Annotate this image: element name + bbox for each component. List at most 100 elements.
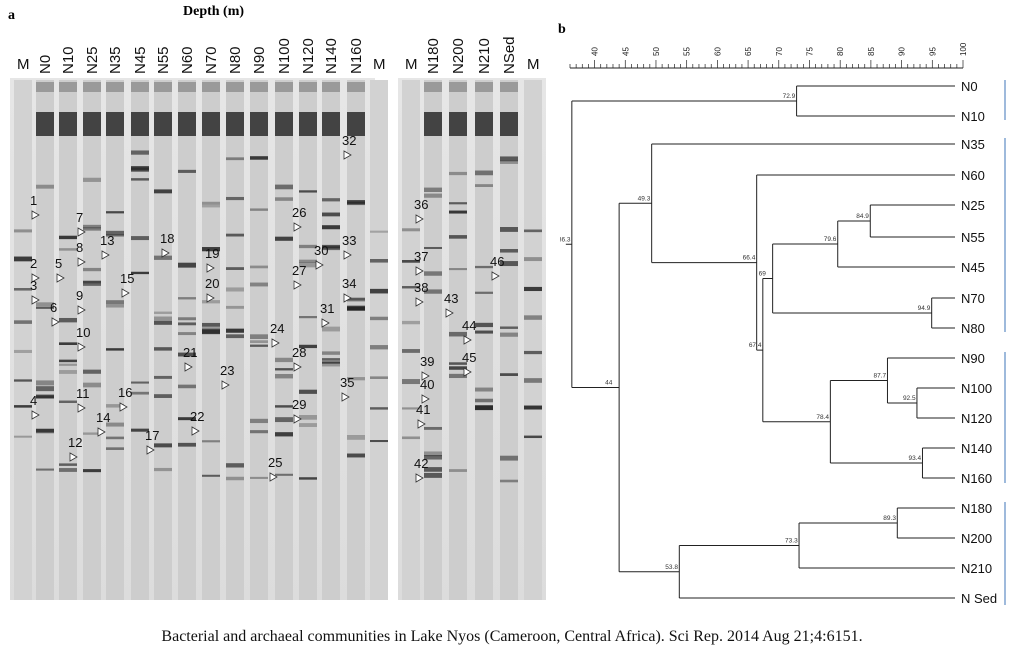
top-smear-band: [250, 112, 268, 136]
leaf-label-n35: N35: [961, 137, 985, 152]
lane-label-n140-l13: N140: [323, 38, 340, 74]
dna-band: [424, 451, 442, 457]
band-marker-23: 23: [220, 363, 234, 390]
dna-band: [36, 380, 54, 386]
dna-band: [475, 330, 493, 334]
dna-band: [370, 440, 388, 443]
gel-lane-n80: [226, 80, 244, 600]
band-marker-number: 24: [270, 321, 284, 336]
dna-band: [275, 373, 293, 379]
band-marker-number: 3: [30, 278, 37, 293]
well-band: [59, 82, 77, 92]
lane-body: [14, 80, 32, 600]
leaf-label-n80: N80: [961, 321, 985, 336]
gel-lane-n140: [322, 80, 340, 600]
dna-band: [322, 361, 340, 364]
dna-band: [500, 479, 518, 483]
node-similarity-value: 66.4: [743, 255, 756, 262]
band-marker-triangle: [97, 427, 106, 437]
node-similarity-value: 44: [605, 380, 613, 387]
band-marker-number: 42: [414, 456, 428, 471]
lane-body: [402, 80, 420, 600]
lane-label-n60-l7: N60: [179, 46, 196, 74]
scale-tick-label: 95: [928, 47, 937, 56]
lane-label-n210-r3: N210: [476, 38, 493, 74]
band-marker-triangle: [343, 150, 352, 160]
band-marker-number: 38: [414, 280, 428, 295]
band-marker-number: 15: [120, 271, 134, 286]
band-marker-number: 20: [205, 276, 219, 291]
leaf-label-n10: N10: [961, 109, 985, 124]
dna-band: [370, 376, 388, 379]
dna-band: [449, 362, 467, 365]
dna-band: [299, 190, 317, 193]
top-smear-band: [322, 112, 340, 136]
leaf-label-n120: N120: [961, 411, 992, 426]
dna-band: [299, 316, 317, 319]
dna-band: [299, 344, 317, 349]
band-marker-triangle: [31, 410, 40, 420]
dna-band: [250, 334, 268, 340]
band-marker-number: 9: [76, 288, 83, 303]
lane-body: [299, 80, 317, 600]
gel-lane-m-l2: [370, 80, 388, 600]
panel-a-label: a: [8, 8, 15, 23]
leaf-label-n70: N70: [961, 291, 985, 306]
well-band: [83, 82, 101, 92]
band-marker-32: 32: [342, 133, 356, 160]
leaf-label-n160: N160: [961, 471, 992, 486]
dna-band: [347, 297, 365, 302]
band-marker-number: 35: [340, 375, 354, 390]
lane-label-nsed-r4: NSed: [501, 36, 518, 74]
dna-band: [500, 332, 518, 337]
dna-band: [299, 423, 317, 427]
lane-body: [154, 80, 172, 600]
band-marker-triangle: [343, 293, 352, 303]
lane-body: [475, 80, 493, 600]
dna-band: [131, 167, 149, 172]
top-smear-band: [202, 112, 220, 136]
leaf-label-n180: N180: [961, 501, 992, 516]
dna-band: [424, 246, 442, 249]
dna-band: [14, 256, 32, 262]
dna-band: [59, 463, 77, 466]
dna-band: [449, 331, 467, 337]
scale-tick-label: 100: [959, 42, 968, 56]
band-marker-triangle: [415, 214, 424, 224]
dna-band: [226, 463, 244, 468]
band-marker-8: 8: [76, 240, 86, 267]
band-marker-triangle: [121, 288, 130, 298]
band-marker-number: 28: [292, 345, 306, 360]
tree-node-f: [756, 174, 955, 351]
gel-lane-m-l1: [14, 80, 32, 600]
dna-band: [154, 316, 172, 321]
dna-band: [250, 265, 268, 269]
dna-band: [250, 156, 268, 160]
dna-band: [226, 267, 244, 270]
band-marker-triangle: [293, 222, 302, 232]
dna-band: [178, 352, 196, 357]
dna-band: [449, 268, 467, 271]
band-marker-number: 45: [462, 350, 476, 365]
band-marker-28: 28: [292, 345, 306, 372]
band-marker-triangle: [341, 392, 350, 402]
dna-band: [475, 405, 493, 410]
leaf-label-n210: N210: [961, 561, 992, 576]
band-marker-21: 21: [183, 345, 197, 372]
band-marker-triangle: [56, 273, 65, 283]
band-marker-6: 6: [50, 300, 60, 327]
dna-band: [524, 229, 542, 233]
band-marker-triangle: [206, 293, 215, 303]
dna-band: [36, 394, 54, 399]
band-marker-triangle: [421, 394, 430, 404]
band-marker-number: 17: [145, 428, 159, 443]
lane-body: [226, 80, 244, 600]
leaf-label-n200: N200: [961, 531, 992, 546]
dna-band: [83, 177, 101, 182]
tree-node-m: [896, 507, 955, 539]
dna-band: [226, 157, 244, 161]
well-band: [322, 82, 340, 92]
gel-lane-n160: [347, 80, 365, 600]
band-marker-40: 40: [420, 377, 434, 404]
band-marker-number: 16: [118, 385, 132, 400]
